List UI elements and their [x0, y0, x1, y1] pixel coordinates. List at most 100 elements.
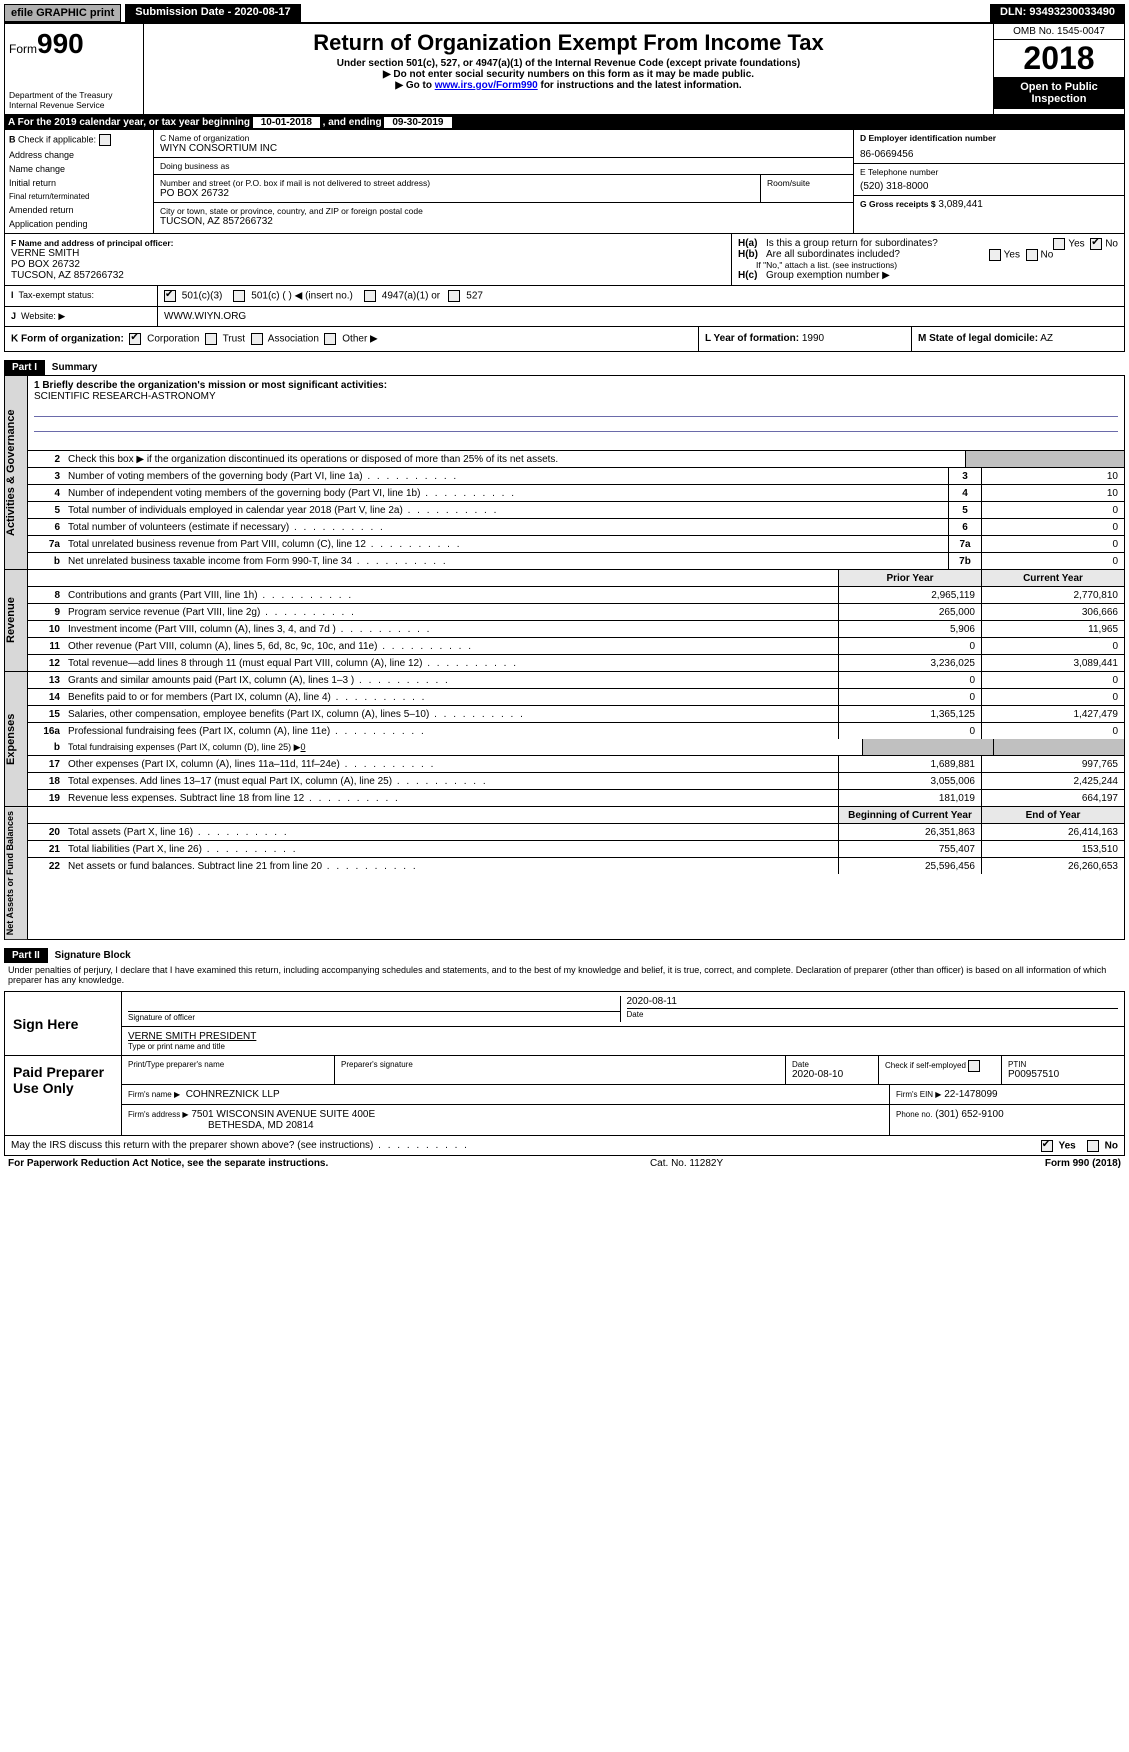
corp-check[interactable] — [129, 333, 141, 345]
opt-initial-return: Initial return — [9, 178, 56, 188]
gov-line-4: 4 Number of independent voting members o… — [28, 485, 1124, 502]
discuss-row: May the IRS discuss this return with the… — [4, 1136, 1125, 1156]
form-org-label: K Form of organization: — [11, 334, 124, 345]
city-label: City or town, state or province, country… — [160, 206, 847, 216]
vlabel-revenue: Revenue — [5, 570, 28, 671]
firm-ein-label: Firm's EIN ▶ — [896, 1090, 941, 1099]
hb-no[interactable] — [1026, 249, 1038, 261]
ptin-label: PTIN — [1008, 1060, 1118, 1069]
ha-yes[interactable] — [1053, 238, 1065, 250]
phone-label: E Telephone number — [860, 167, 1118, 177]
opt-final-return: Final return/terminated — [9, 192, 89, 201]
row-fh: F Name and address of principal officer:… — [4, 234, 1125, 286]
part2-title: Signature Block — [55, 950, 131, 961]
ein-label: D Employer identification number — [860, 133, 1118, 143]
domicile-label: M State of legal domicile: — [918, 333, 1038, 344]
ha-no[interactable] — [1090, 238, 1102, 250]
opt-address-change: Address change — [9, 150, 74, 160]
prep-date-label: Date — [792, 1060, 872, 1069]
line-9: 9 Program service revenue (Part VIII, li… — [28, 604, 1124, 621]
hb-yes[interactable] — [989, 249, 1001, 261]
part1-header: Part I — [4, 360, 45, 375]
gov-line-7b: b Net unrelated business taxable income … — [28, 553, 1124, 569]
year-formation: 1990 — [802, 333, 824, 344]
tax-exempt-label: Tax-exempt status: — [19, 290, 95, 300]
website-value: WWW.WIYN.ORG — [158, 307, 1124, 326]
part1-title: Summary — [52, 362, 98, 373]
firm-phone-label: Phone no. — [896, 1110, 932, 1119]
org-name: WIYN CONSORTIUM INC — [160, 143, 847, 154]
room-label: Room/suite — [767, 178, 847, 188]
summary-table: Activities & Governance 1 Briefly descri… — [4, 375, 1125, 570]
line-17: 17 Other expenses (Part IX, column (A), … — [28, 756, 1124, 773]
top-bar: efile GRAPHIC print Submission Date - 20… — [4, 4, 1125, 23]
firm-name-label: Firm's name ▶ — [128, 1090, 180, 1099]
sign-date: 2020-08-11 — [627, 996, 1119, 1007]
city-value: TUCSON, AZ 857266732 — [160, 216, 847, 227]
gov-line-5: 5 Total number of individuals employed i… — [28, 502, 1124, 519]
row-klm: K Form of organization: Corporation Trus… — [4, 327, 1125, 352]
firm-addr1: 7501 WISCONSIN AVENUE SUITE 400E — [191, 1109, 375, 1120]
row-i: I Tax-exempt status: 501(c)(3) 501(c) ( … — [4, 286, 1125, 307]
form-header: Form990 Department of the Treasury Inter… — [4, 23, 1125, 115]
prep-name-label: Print/Type preparer's name — [128, 1060, 328, 1069]
other-check[interactable] — [324, 333, 336, 345]
527-check[interactable] — [448, 290, 460, 302]
efile-badge: efile GRAPHIC print — [4, 4, 121, 22]
line16b-val: 0 — [301, 742, 306, 752]
firm-addr2: BETHESDA, MD 20814 — [208, 1120, 314, 1131]
irs-link[interactable]: www.irs.gov/Form990 — [435, 80, 538, 91]
h-c-label: Group exemption number ▶ — [766, 270, 890, 281]
omb-number: OMB No. 1545-0047 — [994, 24, 1124, 40]
col-prior: Prior Year — [838, 570, 981, 586]
line-12: 12 Total revenue—add lines 8 through 11 … — [28, 655, 1124, 671]
officer-name: VERNE SMITH — [11, 248, 725, 259]
gov-line-7a: 7a Total unrelated business revenue from… — [28, 536, 1124, 553]
self-employed-check[interactable] — [968, 1060, 980, 1072]
firm-addr-label: Firm's address ▶ — [128, 1110, 189, 1119]
form-title: Return of Organization Exempt From Incom… — [148, 30, 989, 56]
gov-line-3: 3 Number of voting members of the govern… — [28, 468, 1124, 485]
501c3-check[interactable] — [164, 290, 176, 302]
mission-text: SCIENTIFIC RESEARCH-ASTRONOMY — [34, 391, 216, 402]
4947-check[interactable] — [364, 290, 376, 302]
signer-name-label: Type or print name and title — [128, 1042, 1118, 1051]
form-label: Form — [9, 42, 37, 56]
submission-date: Submission Date - 2020-08-17 — [125, 4, 300, 22]
line-8: 8 Contributions and grants (Part VIII, l… — [28, 587, 1124, 604]
self-employed-label: Check if self-employed — [885, 1061, 966, 1070]
line-22: 22 Net assets or fund balances. Subtract… — [28, 858, 1124, 874]
trust-check[interactable] — [205, 333, 217, 345]
check-applicable[interactable] — [99, 134, 111, 146]
discuss-no[interactable] — [1087, 1140, 1099, 1152]
501c-check[interactable] — [233, 290, 245, 302]
footer-mid: Cat. No. 11282Y — [650, 1158, 723, 1169]
line-13: 13 Grants and similar amounts paid (Part… — [28, 672, 1124, 689]
officer-city: TUCSON, AZ 857266732 — [11, 270, 725, 281]
line-19: 19 Revenue less expenses. Subtract line … — [28, 790, 1124, 806]
opt-name-change: Name change — [9, 164, 65, 174]
open-to-public: Open to Public Inspection — [994, 77, 1124, 109]
sign-here-label: Sign Here — [5, 992, 122, 1055]
phone-value: (520) 318-8000 — [860, 181, 1118, 192]
discuss-yes[interactable] — [1041, 1140, 1053, 1152]
firm-ein: 22-1478099 — [944, 1089, 997, 1100]
col-end: End of Year — [981, 807, 1124, 823]
assoc-check[interactable] — [251, 333, 263, 345]
h-b-question: Are all subordinates included? — [766, 249, 900, 260]
signer-name: VERNE SMITH PRESIDENT — [128, 1031, 1118, 1042]
goto-note: Go to www.irs.gov/Form990 for instructio… — [148, 80, 989, 91]
col-current: Current Year — [981, 570, 1124, 586]
prep-date: 2020-08-10 — [792, 1069, 872, 1080]
firm-phone: (301) 652-9100 — [935, 1109, 1003, 1120]
form-number: Form990 — [9, 28, 139, 60]
ein-value: 86-0669456 — [860, 149, 1118, 160]
line-18: 18 Total expenses. Add lines 13–17 (must… — [28, 773, 1124, 790]
opt-amended: Amended return — [9, 205, 74, 215]
ptin-value: P00957510 — [1008, 1069, 1118, 1080]
perjury-text: Under penalties of perjury, I declare th… — [4, 963, 1125, 987]
ssn-note: Do not enter social security numbers on … — [148, 69, 989, 80]
dept-treasury: Department of the Treasury — [9, 90, 139, 100]
footer-left: For Paperwork Reduction Act Notice, see … — [8, 1158, 328, 1169]
footer: For Paperwork Reduction Act Notice, see … — [4, 1156, 1125, 1171]
